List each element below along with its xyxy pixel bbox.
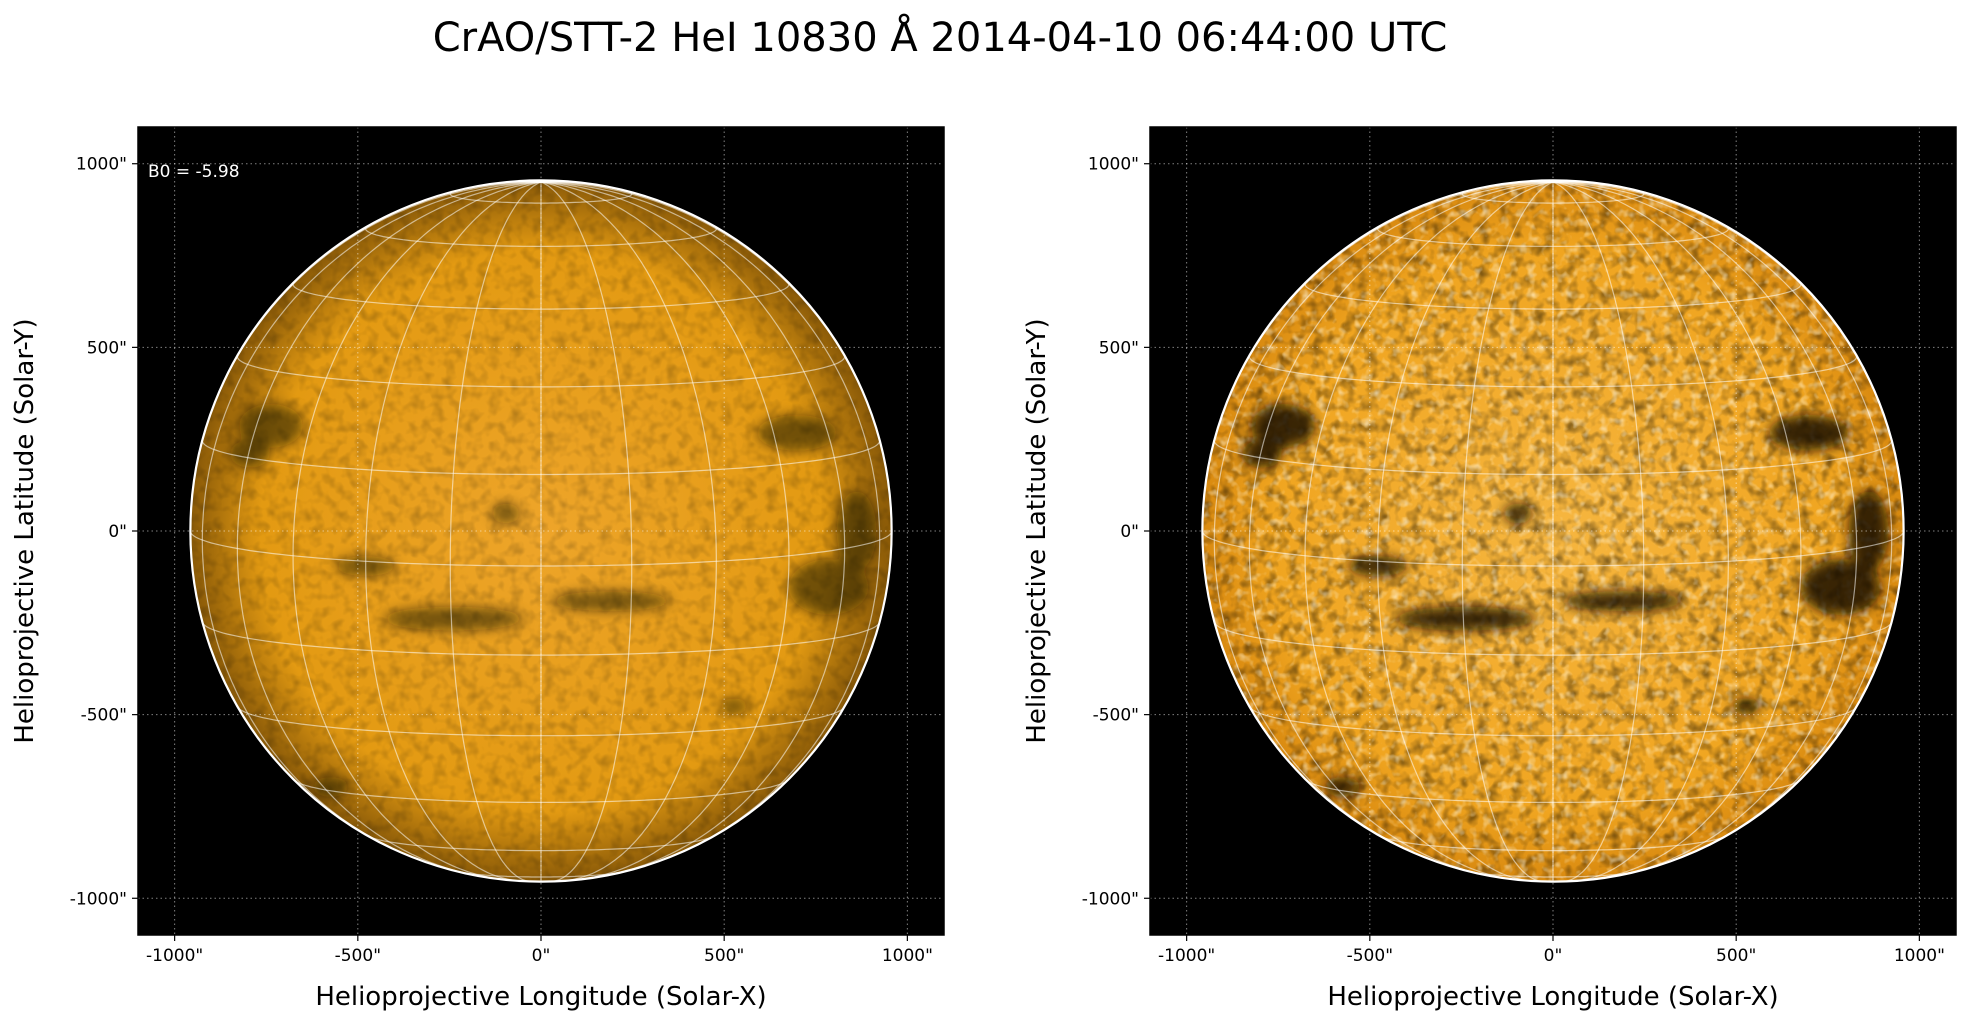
- heliographic-grid: [540, 181, 790, 880]
- x-tick-label: 0": [532, 946, 551, 966]
- heliographic-grid: [365, 225, 717, 247]
- x-tick-label: -1000": [1158, 946, 1215, 966]
- x-axis-label: Helioprojective Longitude (Solar-X): [315, 982, 766, 1012]
- heliographic-grid: [1248, 181, 1554, 877]
- axes-frame: [137, 126, 945, 936]
- limb: [189, 179, 893, 883]
- filament: [491, 503, 520, 524]
- y-tick-label: 1000": [76, 155, 127, 175]
- heliographic-grid: [292, 181, 542, 880]
- x-tick-label: -1000": [146, 946, 203, 966]
- x-axis-label: Helioprojective Longitude (Solar-X): [1327, 982, 1778, 1012]
- figure-title: CrAO/STT-2 HeI 10830 Å 2014-04-10 06:44:…: [433, 13, 1448, 61]
- filament: [1848, 491, 1889, 571]
- y-tick-label: 500": [1099, 338, 1139, 358]
- filament: [1768, 414, 1849, 451]
- heliographic-grid: [1552, 181, 1802, 880]
- heliographic-grid: [1213, 622, 1893, 656]
- y-axis-label: Helioprojective Latitude (Solar-Y): [1022, 318, 1052, 743]
- heliographic-grid: [1377, 225, 1729, 247]
- heliographic-grid: [449, 190, 633, 204]
- y-tick-label: 0": [1120, 522, 1139, 542]
- filaments: [1241, 403, 1889, 797]
- heliographic-grid: [1552, 181, 1893, 859]
- heliographic-grid: [1552, 181, 1858, 877]
- heliographic-grid: [540, 181, 881, 859]
- x-tick-label: -500": [1347, 946, 1393, 966]
- filament: [1731, 698, 1760, 715]
- heliographic-grid: [189, 530, 893, 567]
- heliographic-grid: [1461, 190, 1645, 204]
- panel: -1000" -500" 0" 500" 1000" -1000" -500" 0" 500" 1…: [10, 126, 945, 1012]
- y-tick-label: -500": [1093, 706, 1139, 726]
- heliographic-grid: [456, 870, 626, 878]
- heliographic-grid: [292, 282, 790, 310]
- heliographic-grid: [1201, 530, 1905, 567]
- heliographic-grid: [1304, 181, 1554, 880]
- heliographic-grid: [1468, 870, 1638, 878]
- filament: [229, 439, 270, 468]
- y-tick-label: -1000": [1082, 889, 1139, 909]
- filament: [756, 414, 837, 451]
- filament: [551, 591, 672, 612]
- heliographic-grid: [1213, 181, 1554, 859]
- heliographic-grid: [1304, 282, 1802, 310]
- filament: [1395, 606, 1536, 631]
- heliographic-grid: [236, 181, 542, 877]
- panel: -1000" -500" 0" 500" 1000" -1000" -500" 0" 500" 1…: [1022, 126, 1957, 1012]
- heliographic-grid: [540, 181, 717, 882]
- y-tick-label: 1000": [1088, 155, 1139, 175]
- filament: [1241, 439, 1282, 468]
- filament: [1800, 559, 1881, 616]
- heliographic-grid: [1552, 181, 1729, 882]
- heliographic-grid: [1381, 836, 1725, 852]
- heliographic-grid: [1461, 181, 1554, 883]
- heliographic-grid: [201, 622, 881, 656]
- x-tick-label: -500": [335, 946, 381, 966]
- heliographic-grid: [201, 181, 542, 859]
- y-tick-label: -1000": [70, 889, 127, 909]
- x-tick-label: 500": [1716, 946, 1756, 966]
- heliographic-grid: [365, 181, 542, 882]
- x-tick-label: 0": [1544, 946, 1563, 966]
- axes-frame: [1149, 126, 1957, 936]
- x-tick-label: 1000": [1894, 946, 1945, 966]
- annotation: B0 = -5.98: [148, 162, 240, 182]
- heliographic-grid: [236, 355, 846, 388]
- y-axis-label: Helioprojective Latitude (Solar-Y): [10, 318, 40, 743]
- y-tick-label: 500": [87, 338, 127, 358]
- y-tick-label: 0": [108, 522, 127, 542]
- heliographic-grid: [1377, 181, 1554, 882]
- filament: [719, 698, 748, 715]
- filament: [1563, 591, 1684, 612]
- limb: [1201, 179, 1905, 883]
- heliographic-grid: [540, 181, 633, 883]
- x-tick-label: 500": [704, 946, 744, 966]
- heliographic-grid: [369, 836, 713, 852]
- heliographic-grid: [1552, 181, 1645, 883]
- filament: [1251, 403, 1316, 448]
- filament: [1503, 503, 1532, 524]
- filament: [788, 559, 869, 616]
- heliographic-grid: [1248, 355, 1858, 388]
- heliographic-grid: [540, 181, 846, 877]
- filament: [836, 491, 877, 571]
- x-tick-label: 1000": [882, 946, 933, 966]
- y-tick-label: -500": [81, 706, 127, 726]
- filament: [383, 606, 524, 631]
- heliographic-grid: [449, 181, 542, 883]
- filament: [239, 403, 304, 448]
